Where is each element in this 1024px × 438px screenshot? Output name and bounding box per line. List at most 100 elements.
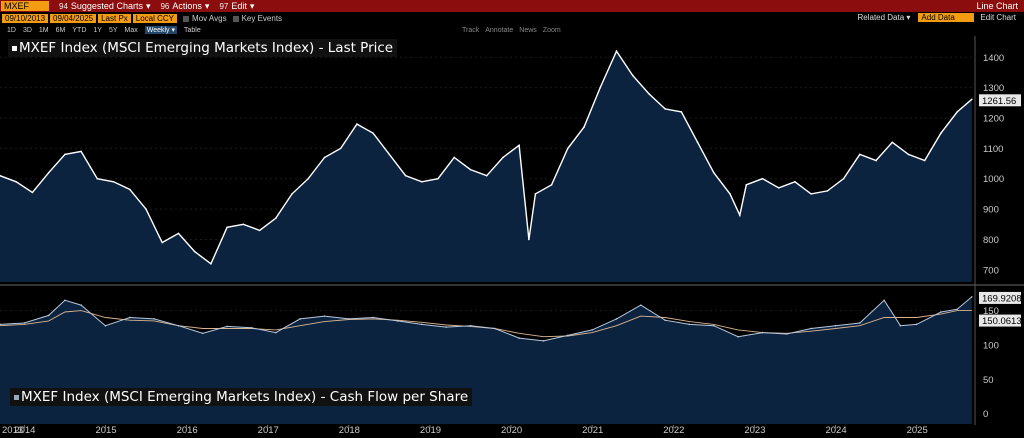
edit-menu[interactable]: 97 Edit ▾ — [219, 1, 254, 12]
price-point — [323, 156, 326, 159]
cashflow-point — [128, 316, 131, 319]
cashflow-point — [518, 337, 520, 339]
start-date-field[interactable]: 09/10/2013 — [2, 14, 49, 23]
price-point — [794, 180, 796, 183]
price-point — [356, 123, 358, 125]
actions-menu[interactable]: 96 Actions ▾ — [160, 1, 209, 12]
range-5y[interactable]: 5Y — [108, 26, 118, 34]
price-point — [810, 193, 812, 195]
price-point — [469, 168, 472, 171]
price-point — [145, 208, 147, 210]
price-point — [193, 250, 196, 253]
x-tick-label: 2015 — [95, 425, 116, 436]
key-events-label: Key Events — [241, 14, 283, 23]
x-tick-label: 2024 — [825, 425, 846, 436]
y-tick-label: 1300 — [983, 83, 1004, 94]
y-tick-label: 100 — [983, 340, 999, 351]
price-point — [15, 180, 18, 183]
range-1m[interactable]: 1M — [38, 26, 49, 34]
price-point — [0, 174, 1, 177]
range-3d[interactable]: 3D — [22, 26, 32, 34]
price-point — [518, 144, 520, 147]
y-tick-label: 1400 — [983, 53, 1004, 64]
price-point — [128, 188, 131, 191]
suggested-charts-menu[interactable]: 94 Suggested Charts ▾ — [59, 1, 150, 12]
price-point — [274, 217, 277, 220]
price-point — [31, 191, 34, 194]
cashflow-point — [469, 324, 472, 327]
cashflow-point — [970, 296, 973, 298]
price-point — [339, 147, 342, 150]
range-6m[interactable]: 6M — [55, 26, 66, 34]
cashflow-point — [883, 299, 885, 302]
cashflow-point — [834, 324, 837, 327]
mov-avgs-toggle[interactable]: Mov Avgs — [183, 14, 227, 23]
range-max[interactable]: Max — [124, 26, 138, 34]
range-1d[interactable]: 1D — [7, 26, 16, 34]
edit-chart-button[interactable]: Edit Chart — [980, 13, 1016, 22]
checkbox-icon — [183, 15, 190, 22]
key-events-toggle[interactable]: Key Events — [232, 14, 283, 23]
price-point — [713, 171, 715, 174]
control-bar: 09/10/2013 09/04/2025 Last Px Local CCY … — [0, 13, 1024, 24]
menu-label: Actions — [172, 1, 202, 11]
cashflow-point — [615, 318, 618, 320]
price-point — [404, 174, 407, 177]
periodicity-select[interactable]: Weekly ▾ — [144, 26, 178, 34]
menu-number: 96 — [160, 1, 170, 11]
price-point — [528, 238, 530, 241]
window-title: Line Chart — [976, 1, 1018, 11]
news-tool[interactable]: News — [519, 26, 537, 34]
x-tick-label: 2023 — [744, 425, 765, 436]
price-point — [437, 177, 439, 180]
cashflow-point — [64, 299, 66, 302]
price-point — [47, 171, 50, 174]
cashflow-point — [250, 326, 253, 329]
price-point — [648, 92, 650, 95]
price-point — [502, 156, 504, 159]
menu-label: Suggested Charts — [70, 1, 143, 11]
cashflow-point — [810, 327, 812, 330]
annotate-tool[interactable]: Annotate — [485, 26, 514, 34]
price-point — [112, 180, 115, 183]
price-point — [550, 184, 553, 186]
cashflow-legend: MXEF Index (MSCI Emerging Markets Index)… — [10, 388, 473, 406]
x-tick-label: 2021 — [582, 425, 603, 436]
end-date-field[interactable]: 09/04/2025 — [50, 14, 97, 23]
zoom-tool[interactable]: Zoom — [542, 26, 561, 34]
chart-tools: Track Annotate News Zoom — [462, 27, 561, 34]
cashflow-point — [177, 324, 180, 327]
x-tick-label: 2017 — [258, 425, 279, 436]
price-point — [388, 153, 391, 156]
price-point — [842, 177, 845, 180]
cashflow-point — [80, 304, 82, 306]
currency-select[interactable]: Local CCY — [132, 14, 178, 23]
legend-square-icon — [12, 45, 17, 51]
price-point — [956, 111, 958, 113]
price-point — [615, 50, 618, 52]
price-point — [891, 141, 894, 144]
price-point — [453, 156, 456, 159]
cashflow-point — [47, 314, 50, 317]
last-value-label: 150.0613 — [982, 316, 1022, 327]
range-1y[interactable]: 1Y — [93, 26, 102, 34]
price-field-select[interactable]: Last Px — [98, 14, 131, 23]
related-data-menu[interactable]: Related Data ▾ — [857, 13, 911, 22]
price-point — [777, 187, 780, 189]
price-point — [64, 153, 66, 156]
y-tick-label: 1200 — [983, 114, 1004, 125]
price-point — [875, 159, 877, 162]
table-button[interactable]: Table — [184, 26, 201, 34]
range-bar: 1D 3D 1M 6M YTD 1Y 5Y Max Weekly ▾ Table… — [0, 25, 1024, 35]
track-tool[interactable]: Track — [462, 26, 480, 34]
y-tick-label: 700 — [983, 265, 999, 276]
price-point — [534, 193, 537, 195]
cashflow-point — [23, 322, 26, 324]
y-tick-label: 900 — [983, 205, 999, 216]
add-data-field[interactable]: Add Data — [918, 13, 975, 22]
range-ytd[interactable]: YTD — [72, 26, 87, 34]
cashflow-point — [445, 326, 447, 328]
menu-label: Edit — [231, 1, 247, 11]
price-point — [372, 132, 374, 134]
